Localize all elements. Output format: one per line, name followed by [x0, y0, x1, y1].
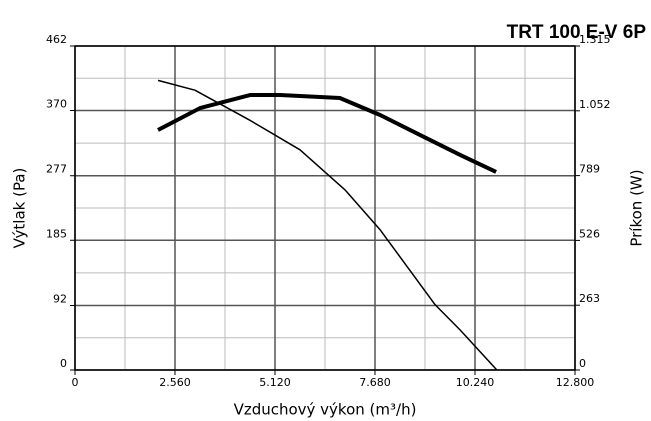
y2-tick-label: 526	[579, 227, 600, 240]
series-line	[157, 93, 497, 174]
series-line	[157, 79, 498, 371]
x-axis-label: Vzduchový výkon (m³/h)	[234, 401, 417, 419]
y-tick-label: 0	[60, 357, 67, 370]
y-tick-label: 370	[46, 98, 67, 111]
y2-tick-label: 1.315	[579, 33, 611, 46]
x-tick-label: 10.240	[456, 376, 495, 389]
y2-tick-label: 1.052	[579, 98, 611, 111]
y-tick-label: 185	[46, 227, 67, 240]
y2-axis-label: Príkon (W)	[628, 169, 646, 246]
x-tick-label: 2.560	[159, 376, 191, 389]
x-tick-label: 0	[72, 376, 79, 389]
y-tick-label: 92	[53, 292, 67, 305]
x-tick-label: 12.800	[556, 376, 595, 389]
y-axis-label: Výtlak (Pa)	[11, 168, 29, 249]
y-tick-label: 277	[46, 163, 67, 176]
x-tick-label: 5.120	[259, 376, 291, 389]
y2-tick-label: 0	[579, 357, 586, 370]
y2-tick-label: 263	[579, 292, 600, 305]
y-tick-label: 462	[46, 33, 67, 46]
chart-title: TRT 100 E-V 6P	[507, 22, 647, 43]
plot-frame	[74, 45, 576, 371]
x-tick-label: 7.680	[359, 376, 391, 389]
y2-tick-label: 789	[579, 163, 600, 176]
